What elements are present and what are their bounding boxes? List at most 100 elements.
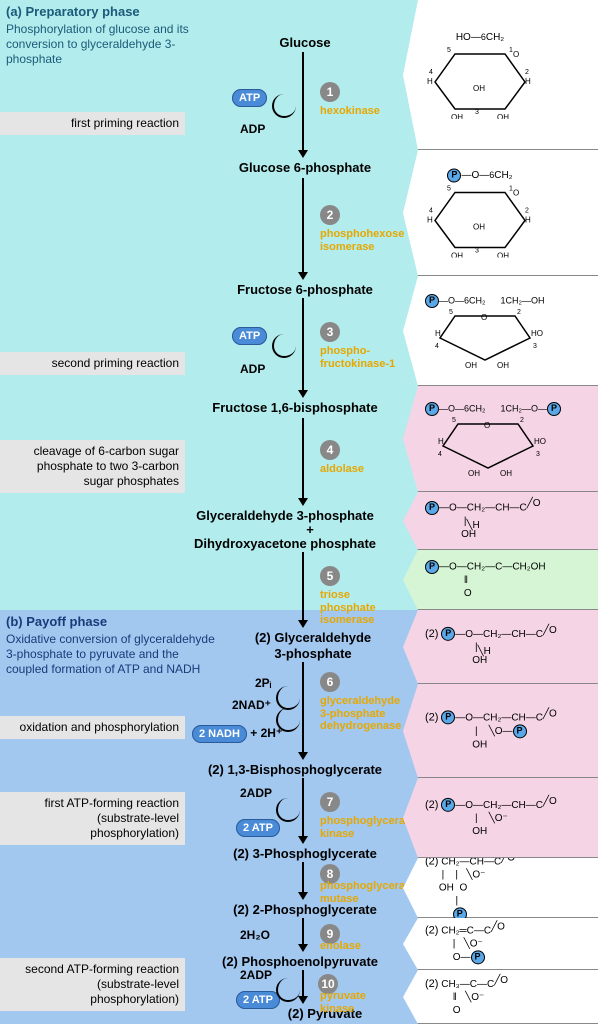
svg-text:5: 5	[449, 309, 453, 316]
enzyme-1: hexokinase	[320, 105, 400, 118]
structure-cell-11: (2) CH₃—C—C╱O ‖ ╲O⁻ O	[403, 970, 598, 1024]
side-label-3: oxidation and phosphorylation	[0, 716, 185, 739]
arrow-1	[302, 178, 304, 278]
structure-cell-5: P—O—CH₂—C—CH₂OH ‖ O	[403, 550, 598, 610]
side-label-1: second priming reaction	[0, 352, 185, 375]
svg-text:4: 4	[435, 343, 439, 350]
structure-cell-1: P—O—6CH₂OHHOHOHOH51423	[403, 150, 598, 276]
cofactor-8: 2 ATP	[236, 819, 280, 837]
svg-text:O: O	[513, 50, 519, 59]
formula-7: (2) P—O—CH₂—CH—C╱O | ╲O—P OH	[425, 710, 557, 751]
cofactor-2: ATP	[232, 327, 267, 345]
formula-6: (2) P—O—CH₂—CH—C╱O |╲H OH	[425, 626, 557, 666]
structure-cell-3: P—O—6CH₂ 1CH₂—O—POHHOOHOH5243	[403, 386, 598, 492]
enzyme-8: phosphoglycerate mutase	[320, 880, 400, 905]
svg-text:H: H	[435, 329, 441, 338]
svg-text:OH: OH	[473, 222, 485, 231]
molecule-8: (2) 1,3-Bisphosphoglycerate	[200, 762, 390, 777]
arrow-2	[302, 298, 304, 396]
enzyme-4: aldolase	[320, 463, 400, 476]
structure-cell-7: (2) P—O—CH₂—CH—C╱O | ╲O—P OH	[403, 684, 598, 778]
enzyme-5: triose phosphate isomerase	[320, 589, 400, 627]
structure-cell-8: (2) P—O—CH₂—CH—C╱O | ╲O⁻ OH	[403, 778, 598, 858]
cofactor-9: 2H₂O	[240, 928, 270, 942]
arrow-8	[302, 918, 304, 950]
side-label-2: cleavage of 6-carbon sugar phosphate to …	[0, 440, 185, 493]
molecule-2: Fructose 6-phosphate	[210, 282, 400, 297]
curve-1	[272, 334, 296, 358]
cofactor-1: ADP	[240, 122, 265, 136]
arrow-7	[302, 862, 304, 898]
structure-cell-6: (2) P—O—CH₂—CH—C╱O |╲H OH	[403, 610, 598, 684]
arrow-0	[302, 52, 304, 156]
svg-text:H: H	[427, 215, 433, 224]
molecule-11: (2) Phosphoenolpyruvate	[205, 954, 395, 969]
step-circle-4: 4	[320, 440, 340, 460]
phase-a-title: (a) Preparatory phase	[6, 4, 206, 20]
curve-4	[276, 798, 300, 822]
cofactor-4: 2Pᵢ	[255, 676, 271, 690]
svg-text:HO: HO	[534, 437, 546, 446]
enzyme-6: glyceraldehyde 3-phosphate dehydrogenase	[320, 695, 400, 733]
svg-text:OH: OH	[465, 361, 477, 368]
structure-cell-0: HO—6CH₂OHHOHOHOH51423	[403, 0, 598, 150]
arrow-5	[302, 662, 304, 758]
svg-text:H: H	[438, 437, 444, 446]
svg-text:H: H	[525, 77, 531, 86]
svg-text:HO: HO	[531, 329, 543, 338]
molecule-1: Glucose 6-phosphate	[210, 160, 400, 175]
formula-10: (2) CH₂═C—C╱O | ╲O⁻ O—P	[425, 923, 505, 964]
svg-text:3: 3	[475, 109, 479, 116]
svg-text:2: 2	[525, 69, 529, 76]
cofactor-7: 2ADP	[240, 786, 272, 800]
curve-5	[276, 978, 300, 1002]
cofactor-10: 2ADP	[240, 968, 272, 982]
formula-11: (2) CH₃—C—C╱O ‖ ╲O⁻ O	[425, 976, 508, 1016]
molecule-4: Glyceraldehyde 3-phosphate	[190, 508, 380, 523]
arrow-3	[302, 418, 304, 504]
svg-text:OH: OH	[500, 469, 512, 476]
side-label-5: second ATP-forming reaction (substrate-l…	[0, 958, 185, 1011]
phase-b-subtitle: Oxidative conversion of glyceraldehyde 3…	[6, 632, 216, 677]
step-circle-5: 5	[320, 566, 340, 586]
formula-8: (2) P—O—CH₂—CH—C╱O | ╲O⁻ OH	[425, 797, 557, 837]
svg-text:5: 5	[447, 47, 451, 54]
formula-1: P—O—6CH₂OHHOHOHOH51423	[425, 168, 535, 257]
svg-text:5: 5	[447, 185, 451, 192]
side-label-4: first ATP-forming reaction (substrate-le…	[0, 792, 185, 845]
cofactor-3: ADP	[240, 362, 265, 376]
cofactor-6: 2 NADH	[192, 725, 247, 743]
enzyme-10: pyruvate kinase	[320, 990, 400, 1015]
cofactor-11: 2 ATP	[236, 991, 280, 1009]
cofactor-5: 2NAD⁺	[232, 698, 271, 712]
side-label-0: first priming reaction	[0, 112, 185, 135]
svg-text:O: O	[513, 188, 519, 197]
formula-5: P—O—CH₂—C—CH₂OH ‖ O	[425, 560, 546, 600]
curve-2	[276, 686, 300, 710]
svg-text:H: H	[427, 77, 433, 86]
svg-text:4: 4	[429, 69, 433, 76]
enzyme-2: phosphohexose isomerase	[320, 228, 400, 253]
formula-4: P—O—CH₂—CH—C╱O |╲H OH	[425, 501, 541, 541]
svg-text:4: 4	[438, 451, 442, 458]
svg-text:OH: OH	[451, 251, 463, 257]
structure-cell-4: P—O—CH₂—CH—C╱O |╲H OH	[403, 492, 598, 550]
enzyme-9: enolase	[320, 940, 400, 953]
structure-cell-2: P—O—6CH₂ 1CH₂—OHOHHOOHOH5243	[403, 276, 598, 386]
molecule-5: Dihydroxyacetone phosphate	[190, 536, 380, 551]
step-circle-2: 2	[320, 205, 340, 225]
svg-text:1: 1	[509, 185, 513, 192]
arrow-6	[302, 778, 304, 842]
molecule-3: Fructose 1,6-bisphosphate	[200, 400, 390, 415]
molecule-9: (2) 3-Phosphoglycerate	[210, 846, 400, 861]
enzyme-7: phosphoglycerate kinase	[320, 815, 400, 840]
svg-text:O: O	[481, 313, 487, 322]
svg-text:2: 2	[525, 207, 529, 214]
curve-0	[272, 94, 296, 118]
curve-3	[276, 708, 300, 732]
svg-text:3: 3	[533, 343, 537, 350]
step-circle-1: 1	[320, 82, 340, 102]
svg-text:5: 5	[452, 417, 456, 424]
enzyme-3: phospho- fructokinase-1	[320, 345, 400, 370]
step-circle-6: 6	[320, 672, 340, 692]
